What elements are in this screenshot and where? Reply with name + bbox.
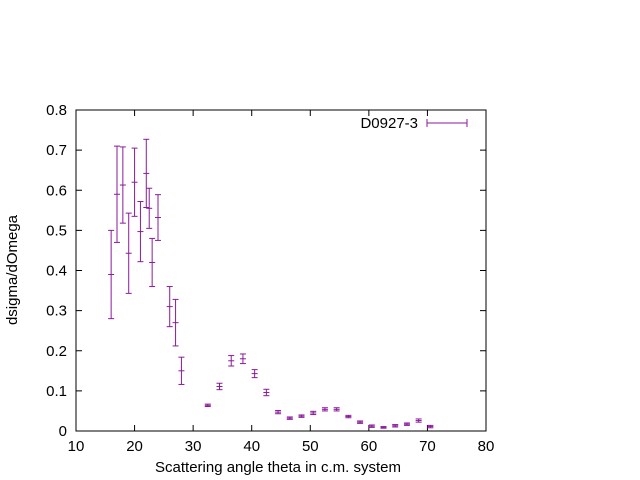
y-tick-label: 0.8 bbox=[46, 102, 67, 119]
data-point bbox=[427, 424, 434, 429]
data-point bbox=[415, 418, 422, 423]
y-tick-label: 0.5 bbox=[46, 222, 67, 239]
data-point bbox=[286, 416, 293, 420]
data-point bbox=[166, 286, 173, 328]
series-layer bbox=[108, 138, 434, 429]
data-point bbox=[204, 403, 211, 408]
x-tick-label: 40 bbox=[243, 438, 260, 455]
data-point bbox=[392, 424, 399, 428]
x-tick-label: 80 bbox=[478, 438, 495, 455]
data-point bbox=[146, 187, 153, 229]
y-tick-label: 0.6 bbox=[46, 182, 67, 199]
data-point bbox=[321, 407, 328, 412]
x-tick-label: 20 bbox=[126, 438, 143, 455]
y-axis-label: dsigma/dOmega bbox=[4, 214, 21, 325]
data-point bbox=[345, 414, 352, 419]
x-axis-label: Scattering angle theta in c.m. system bbox=[155, 459, 401, 476]
axis-ticks: 10 20 30 40 50 60 70 80 0 0.1 0.2 0.3 0.4 0.5 0.6 0.7 0.… bbox=[46, 102, 494, 455]
data-point bbox=[239, 353, 246, 365]
data-point bbox=[263, 388, 270, 397]
data-point bbox=[275, 410, 282, 415]
y-tick-label: 0.1 bbox=[46, 383, 67, 400]
data-point bbox=[357, 420, 364, 424]
legend: D0927-3 bbox=[360, 115, 468, 132]
data-point bbox=[108, 229, 115, 320]
legend-label: D0927-3 bbox=[360, 115, 418, 132]
data-point bbox=[114, 145, 120, 243]
plot-frame bbox=[75, 109, 487, 432]
y-tick-label: 0 bbox=[59, 423, 67, 440]
data-point bbox=[216, 382, 223, 391]
y-tick-label: 0.3 bbox=[46, 303, 67, 320]
y-tick-label: 0.2 bbox=[46, 343, 67, 360]
data-point bbox=[125, 212, 132, 294]
data-point bbox=[403, 422, 410, 426]
data-point bbox=[131, 147, 138, 217]
x-tick-label: 10 bbox=[68, 438, 85, 455]
data-point bbox=[298, 414, 305, 418]
data-point bbox=[228, 355, 235, 367]
x-tick-label: 50 bbox=[302, 438, 319, 455]
y-tick-label: 0.7 bbox=[46, 142, 67, 159]
x-tick-label: 30 bbox=[185, 438, 202, 455]
data-point bbox=[178, 356, 185, 385]
data-point bbox=[380, 426, 387, 429]
data-point bbox=[155, 194, 161, 241]
y-tick-label: 0.4 bbox=[46, 263, 67, 280]
data-point bbox=[172, 298, 179, 347]
data-point bbox=[333, 407, 340, 412]
x-tick-label: 70 bbox=[419, 438, 436, 455]
data-point bbox=[143, 138, 150, 209]
data-point bbox=[149, 237, 156, 288]
data-point bbox=[119, 146, 126, 224]
data-point bbox=[310, 410, 317, 416]
data-point bbox=[137, 200, 144, 263]
x-tick-label: 60 bbox=[361, 438, 378, 455]
data-point bbox=[251, 369, 258, 379]
data-point bbox=[368, 424, 375, 428]
